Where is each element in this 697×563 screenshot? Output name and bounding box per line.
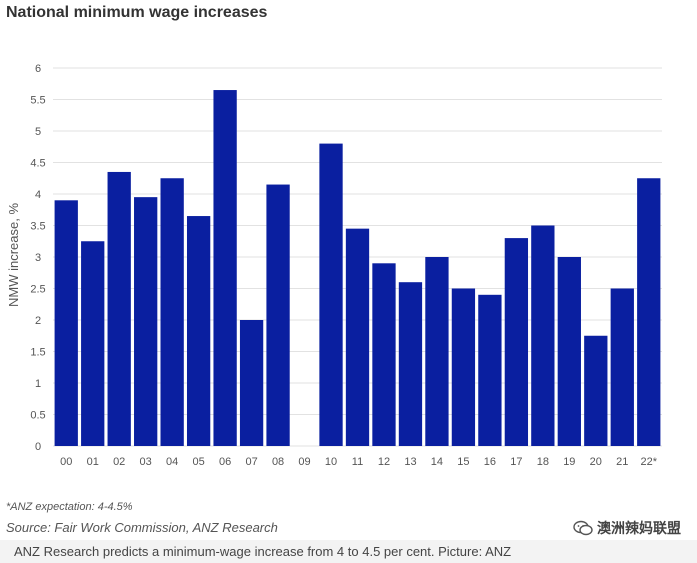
- x-tick-label: 18: [537, 456, 549, 468]
- x-tick-label: 12: [378, 456, 390, 468]
- y-tick-label: 3: [35, 252, 41, 264]
- y-axis-label: NMW increase, %: [6, 203, 21, 307]
- bar: [610, 288, 634, 446]
- x-tick-label: 21: [616, 456, 628, 468]
- bar: [239, 320, 264, 446]
- y-tick-label: 1: [35, 378, 41, 390]
- x-tick-label: 14: [431, 456, 443, 468]
- watermark-text: 澳洲辣妈联盟: [597, 520, 681, 536]
- bar: [160, 178, 184, 446]
- source-note: Source: Fair Work Commission, ANZ Resear…: [6, 520, 278, 535]
- bar: [478, 294, 502, 446]
- x-tick-label: 08: [272, 456, 284, 468]
- footnote: *ANZ expectation: 4-4.5%: [6, 501, 133, 513]
- chart-title: National minimum wage increases: [6, 4, 268, 21]
- x-tick-label: 04: [166, 456, 178, 468]
- y-tick-label: 0.5: [30, 410, 45, 422]
- y-tick-label: 4: [35, 189, 41, 201]
- x-tick-label: 11: [352, 456, 363, 468]
- bar: [319, 143, 343, 446]
- y-tick-label: 2.5: [30, 284, 45, 296]
- x-tick-label: 07: [245, 456, 257, 468]
- bars: [54, 90, 661, 447]
- y-tick-label: 0: [35, 441, 41, 453]
- caption-text: ANZ Research predicts a minimum-wage inc…: [14, 544, 512, 559]
- y-tick-label: 4.5: [30, 158, 45, 170]
- bar: [54, 200, 78, 446]
- bar: [531, 225, 555, 446]
- x-tick-label: 00: [60, 456, 72, 468]
- y-tick-label: 5: [35, 126, 41, 138]
- bar: [186, 216, 211, 446]
- x-tick-label: 09: [298, 456, 310, 468]
- bar: [584, 335, 608, 446]
- x-tick-label: 03: [140, 456, 152, 468]
- y-tick-label: 6: [35, 63, 41, 75]
- bar: [425, 257, 449, 446]
- x-tick-label: 17: [510, 456, 522, 468]
- bar: [107, 171, 131, 446]
- x-tick-label: 01: [87, 456, 99, 468]
- y-tick-label: 5.5: [30, 95, 45, 107]
- y-tick-labels: 0 0.5 1 1.5 2 2.5 3 3.5 4 4.5 5 5.5 6: [30, 63, 45, 453]
- x-tick-label: 13: [404, 456, 416, 468]
- wechat-icon: [573, 520, 593, 536]
- x-tick-label: 06: [219, 456, 231, 468]
- x-tick-label: 16: [484, 456, 496, 468]
- bar: [134, 197, 158, 446]
- bar: [398, 282, 423, 446]
- bar: [266, 184, 290, 447]
- bar: [213, 90, 237, 447]
- x-tick-label: 22*: [640, 456, 657, 468]
- bar-chart: 0 0.5 1 1.5 2 2.5 3 3.5 4 4.5 5 5.5 6 00 01 02 03 04 05 06…: [6, 63, 662, 468]
- bar: [557, 257, 581, 446]
- y-tick-label: 1.5: [30, 347, 45, 359]
- x-tick-label: 02: [113, 456, 125, 468]
- x-tick-label: 19: [563, 456, 575, 468]
- bar: [451, 288, 476, 446]
- bar: [504, 238, 529, 446]
- x-tick-labels: 00 01 02 03 04 05 06 07 08 09 10 11 12 13 14 15 16 17 18 19…: [60, 456, 658, 468]
- bar: [345, 228, 370, 446]
- y-tick-label: 2: [35, 315, 41, 327]
- bar: [81, 241, 105, 446]
- x-tick-label: 15: [457, 456, 469, 468]
- y-tick-label: 3.5: [30, 221, 45, 233]
- watermark: 澳洲辣妈联盟: [573, 518, 681, 538]
- bar: [372, 263, 396, 446]
- x-tick-label: 20: [590, 456, 602, 468]
- caption-bar: ANZ Research predicts a minimum-wage inc…: [0, 540, 697, 563]
- x-tick-label: 05: [193, 456, 205, 468]
- bar: [637, 178, 661, 446]
- x-tick-label: 10: [325, 456, 337, 468]
